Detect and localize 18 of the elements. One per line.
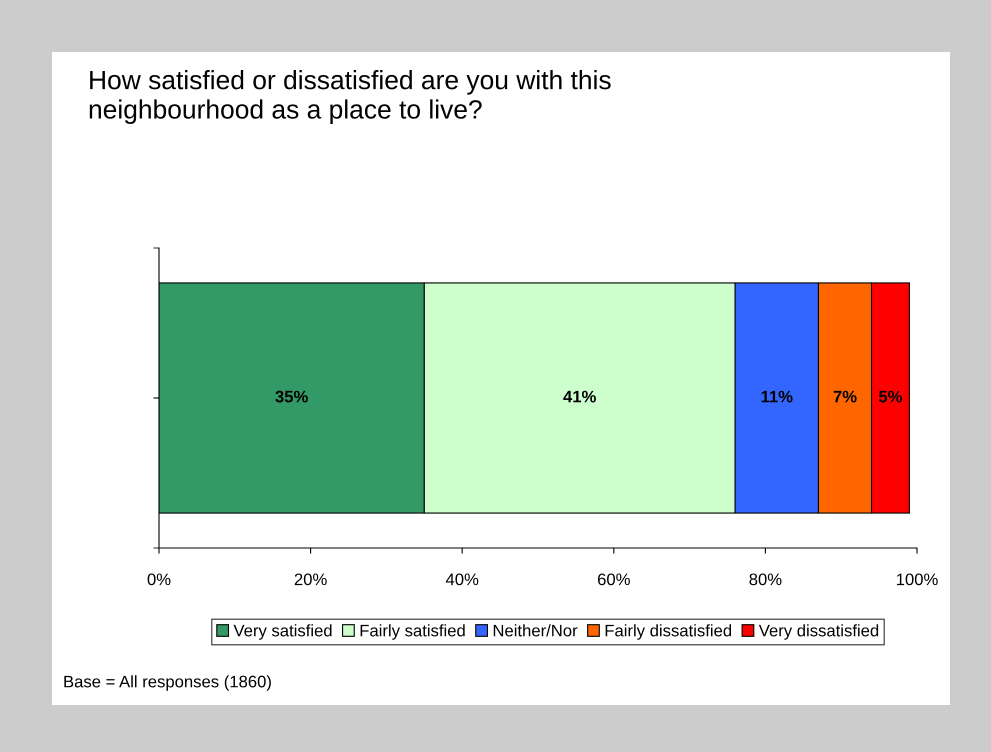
legend-label: Very satisfied [234, 624, 332, 640]
legend-label: Very dissatisfied [758, 624, 878, 640]
chart-title: How satisfied or dissatisfied are you with this neighbourhood as a place to live? [90, 70, 611, 124]
legend-label: Fairly dissatisfied [606, 624, 732, 640]
legend-label: Neither/Nor [494, 624, 578, 636]
x-tick-label: 100% [896, 573, 938, 586]
x-tick-label: 40% [446, 573, 478, 586]
text: 11% [762, 390, 793, 402]
text: 7% [834, 390, 857, 402]
text: Base = All responses (1860) [64, 675, 271, 691]
x-tick-label: 0% [148, 573, 170, 586]
text: 5% [878, 390, 902, 402]
text: 35% [275, 390, 308, 402]
text: 41% [563, 390, 596, 402]
x-tick-label: 20% [294, 573, 327, 586]
x-tick-label: 80% [749, 573, 782, 586]
x-tick-label: 60% [598, 573, 630, 586]
legend-label: Fairly satisfied [360, 624, 465, 640]
